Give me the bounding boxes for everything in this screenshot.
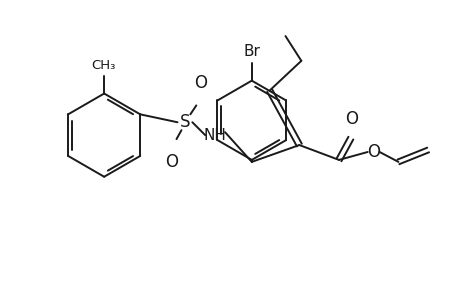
Text: O: O bbox=[165, 153, 178, 171]
Text: Br: Br bbox=[243, 44, 260, 59]
Text: O: O bbox=[366, 143, 379, 161]
Text: O: O bbox=[193, 74, 207, 92]
Text: O: O bbox=[345, 110, 358, 128]
Text: S: S bbox=[180, 113, 190, 131]
Text: CH₃: CH₃ bbox=[91, 59, 115, 72]
Text: NH: NH bbox=[203, 128, 226, 142]
